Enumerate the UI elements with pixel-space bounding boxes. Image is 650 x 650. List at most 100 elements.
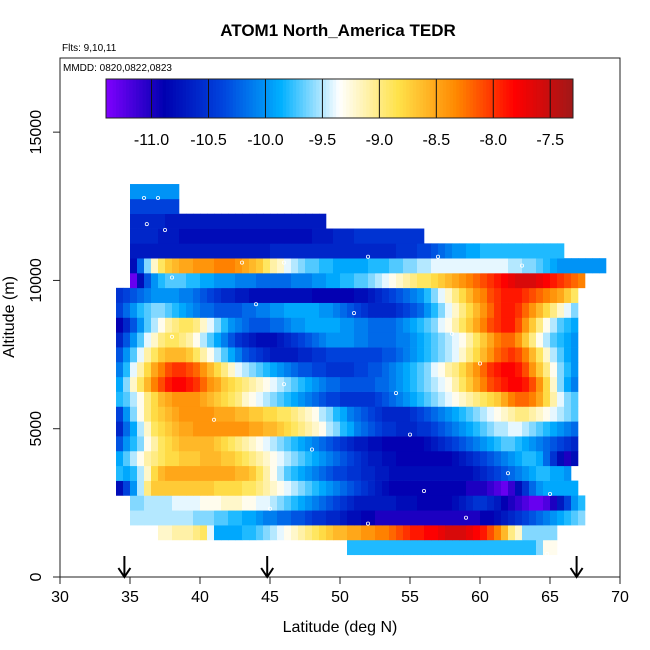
- heatmap-cell: [263, 213, 271, 229]
- heatmap-cell: [319, 465, 327, 481]
- heatmap-cell: [214, 510, 222, 526]
- heatmap-cell: [172, 421, 180, 437]
- heatmap-cell: [389, 258, 397, 274]
- heatmap-cell: [368, 510, 376, 526]
- heatmap-cell: [305, 287, 313, 303]
- heatmap-cell: [375, 525, 383, 541]
- heatmap-cell: [221, 450, 229, 467]
- heatmap-cell: [501, 450, 509, 467]
- heatmap-cell: [410, 436, 418, 452]
- heatmap-cell: [333, 332, 341, 348]
- heatmap-cell: [137, 436, 145, 452]
- colorbar-strip: [526, 79, 531, 118]
- heatmap-cell: [207, 525, 215, 541]
- heatmap-cell: [452, 465, 460, 481]
- sample-point: [267, 506, 272, 511]
- heatmap-cell: [242, 421, 250, 437]
- heatmap-cell: [200, 243, 208, 259]
- heatmap-cell: [375, 347, 383, 363]
- heatmap-cell: [368, 317, 376, 333]
- heatmap-cell: [242, 436, 250, 452]
- heatmap-cell: [144, 243, 152, 259]
- sample-point: [281, 382, 286, 387]
- heatmap-cell: [438, 332, 446, 348]
- heatmap-cell: [550, 510, 558, 526]
- heatmap-cell: [137, 273, 145, 289]
- heatmap-cell: [165, 228, 173, 244]
- heatmap-cell: [326, 480, 334, 496]
- heatmap-cell: [557, 287, 565, 303]
- heatmap-cell: [466, 525, 474, 541]
- heatmap-cell: [172, 317, 180, 333]
- heatmap-cell: [277, 525, 285, 541]
- heatmap-cell: [452, 258, 460, 274]
- heatmap-cell: [452, 376, 460, 392]
- heatmap-cell: [543, 258, 551, 274]
- heatmap-cell: [368, 391, 376, 407]
- heatmap-cell: [389, 332, 397, 348]
- colorbar-strip: [412, 79, 417, 118]
- heatmap-cell: [242, 465, 250, 481]
- heatmap-cell: [396, 228, 404, 244]
- heatmap-cell: [361, 243, 369, 259]
- heatmap-cell: [221, 332, 229, 348]
- heatmap-cell: [375, 539, 383, 556]
- heatmap-cell: [326, 228, 334, 244]
- heatmap-cell: [270, 258, 278, 274]
- heatmap-cell: [277, 228, 285, 244]
- heatmap-cell: [536, 317, 544, 333]
- heatmap-cell: [403, 317, 411, 333]
- heatmap-cell: [158, 273, 166, 289]
- colorbar-strip: [499, 79, 504, 118]
- heatmap-cell: [452, 317, 460, 333]
- heatmap-cell: [221, 421, 229, 437]
- heatmap-cell: [326, 525, 334, 541]
- x-tick-label: 70: [611, 589, 629, 606]
- heatmap-cell: [221, 391, 229, 407]
- heatmap-cell: [522, 539, 530, 556]
- heatmap-cell: [249, 347, 257, 363]
- heatmap-cell: [354, 436, 362, 452]
- heatmap-cell: [438, 450, 446, 467]
- heatmap-cell: [277, 302, 285, 318]
- heatmap-cell: [144, 347, 152, 363]
- heatmap-cell: [487, 376, 495, 392]
- heatmap-cell: [522, 391, 530, 407]
- heatmap-cell: [536, 406, 544, 422]
- heatmap-cell: [396, 539, 404, 556]
- heatmap-cell: [207, 273, 215, 289]
- heatmap-cell: [515, 406, 523, 422]
- heatmap-cell: [438, 436, 446, 452]
- heatmap-cell: [263, 258, 271, 274]
- heatmap-cell: [543, 436, 551, 452]
- heatmap-cell: [249, 465, 257, 481]
- heatmap-cell: [515, 302, 523, 318]
- heatmap-cell: [459, 243, 467, 259]
- sample-point: [435, 254, 440, 259]
- heatmap-cell: [263, 436, 271, 452]
- heatmap-cell: [151, 184, 159, 200]
- heatmap-cell: [375, 480, 383, 496]
- heatmap-cell: [522, 361, 530, 378]
- heatmap-cell: [291, 317, 299, 333]
- heatmap-cell: [186, 406, 194, 422]
- heatmap-cell: [452, 421, 460, 437]
- colorbar-strip: [239, 79, 244, 118]
- heatmap-cell: [375, 258, 383, 274]
- heatmap-cell: [382, 317, 390, 333]
- colorbar-strip: [409, 79, 414, 118]
- heatmap-cell: [256, 302, 264, 318]
- heatmap-cell: [347, 258, 355, 274]
- heatmap-cell: [312, 228, 320, 244]
- heatmap-cell: [207, 495, 215, 511]
- heatmap-cell: [298, 391, 306, 407]
- heatmap-cell: [389, 436, 397, 452]
- heatmap-cell: [137, 376, 145, 392]
- heatmap-cell: [354, 228, 362, 244]
- heatmap-cell: [291, 480, 299, 496]
- heatmap-cell: [312, 391, 320, 407]
- heatmap-cell: [445, 317, 453, 333]
- heatmap-cell: [326, 450, 334, 467]
- heatmap-cell: [144, 510, 152, 526]
- heatmap-cell: [431, 510, 439, 526]
